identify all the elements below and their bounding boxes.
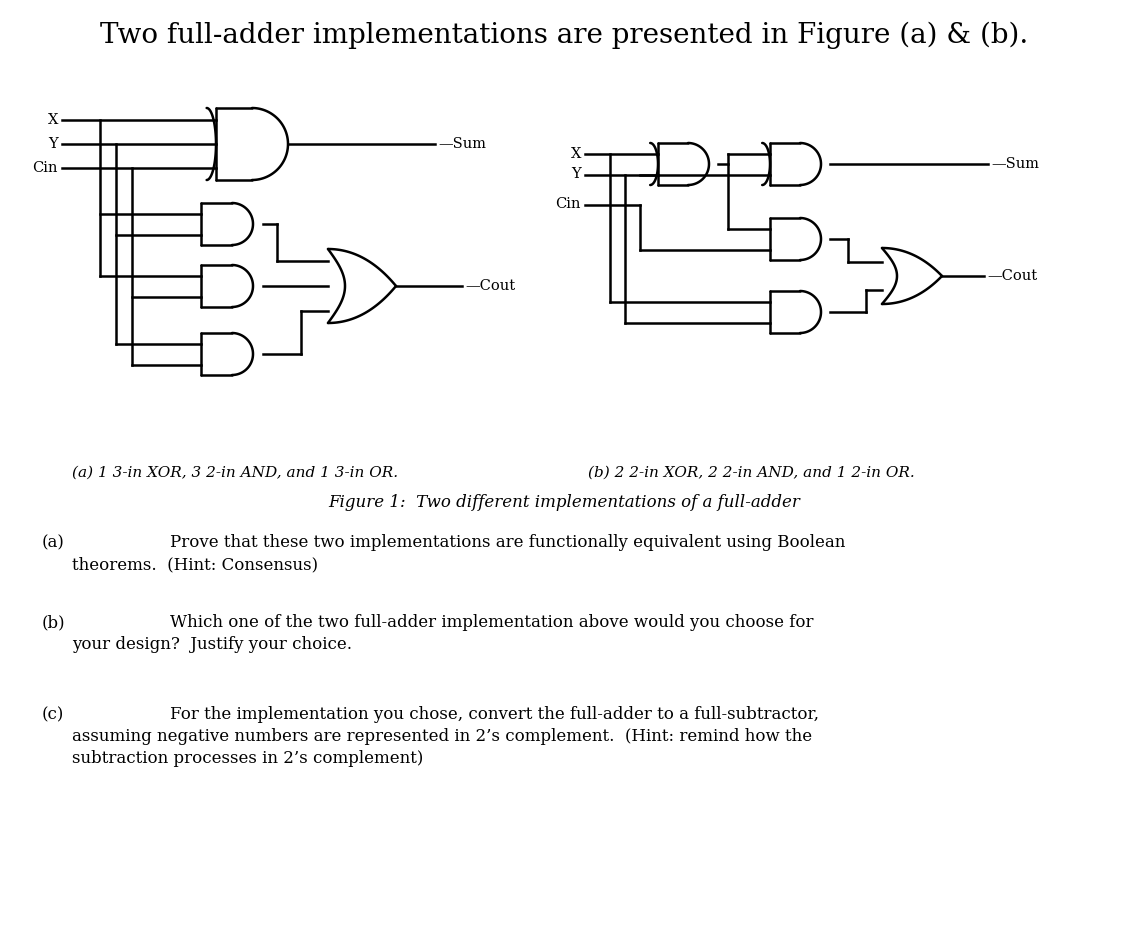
Text: Figure 1:  Two different implementations of a full-adder: Figure 1: Two different implementations … — [328, 494, 800, 511]
Text: your design?  Justify your choice.: your design? Justify your choice. — [72, 636, 352, 653]
Text: For the implementation you chose, convert the full-adder to a full-subtractor,: For the implementation you chose, conver… — [170, 706, 819, 723]
Text: theorems.  (Hint: Consensus): theorems. (Hint: Consensus) — [72, 556, 318, 573]
Text: Cin: Cin — [33, 161, 58, 175]
Text: Y: Y — [571, 167, 581, 181]
Text: X: X — [571, 147, 581, 161]
Text: (c): (c) — [42, 706, 64, 723]
Text: (a) 1 3-in XOR, 3 2-in AND, and 1 3-in OR.: (a) 1 3-in XOR, 3 2-in AND, and 1 3-in O… — [72, 466, 398, 480]
Text: Prove that these two implementations are functionally equivalent using Boolean: Prove that these two implementations are… — [170, 534, 845, 551]
Text: Two full-adder implementations are presented in Figure (a) & (b).: Two full-adder implementations are prese… — [100, 22, 1028, 50]
Text: assuming negative numbers are represented in 2’s complement.  (Hint: remind how : assuming negative numbers are represente… — [72, 728, 812, 745]
Text: subtraction processes in 2’s complement): subtraction processes in 2’s complement) — [72, 750, 423, 767]
Text: —Cout: —Cout — [987, 269, 1037, 283]
Text: —Sum: —Sum — [992, 157, 1039, 171]
Text: X: X — [47, 113, 58, 127]
Text: (b) 2 2-in XOR, 2 2-in AND, and 1 2-in OR.: (b) 2 2-in XOR, 2 2-in AND, and 1 2-in O… — [588, 466, 915, 480]
Text: (b): (b) — [42, 614, 65, 631]
Text: Y: Y — [49, 137, 58, 151]
Text: Which one of the two full-adder implementation above would you choose for: Which one of the two full-adder implemen… — [170, 614, 813, 631]
Text: (a): (a) — [42, 534, 65, 551]
Text: —Sum: —Sum — [438, 137, 486, 151]
Text: Cin: Cin — [555, 197, 581, 211]
Text: —Cout: —Cout — [465, 279, 515, 293]
